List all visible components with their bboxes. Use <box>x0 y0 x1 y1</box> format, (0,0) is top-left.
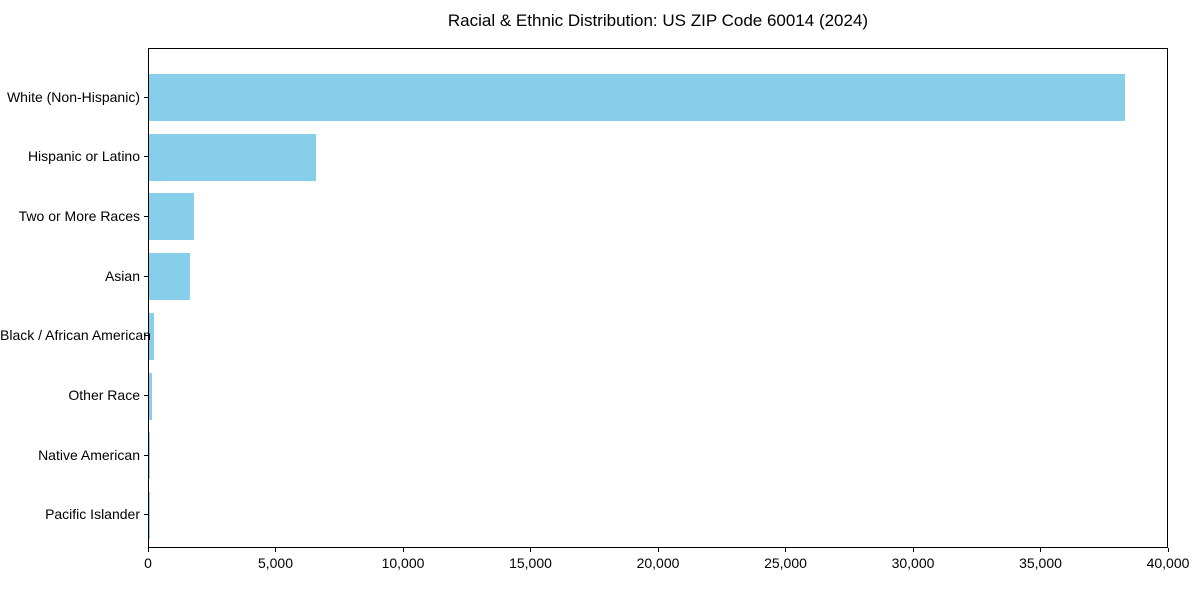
x-tick-label: 25,000 <box>764 555 807 571</box>
x-tick-mark <box>402 548 404 552</box>
y-tick-mark <box>144 514 148 516</box>
y-category-label: Black / African American <box>0 327 151 344</box>
x-tick-mark <box>1167 548 1169 552</box>
bar <box>149 253 191 301</box>
y-category-label: White (Non-Hispanic) <box>6 88 140 105</box>
x-tick-label: 40,000 <box>1146 555 1190 571</box>
bar <box>149 432 150 480</box>
x-tick-mark <box>912 548 914 552</box>
y-tick-mark <box>144 395 148 396</box>
bar <box>149 133 317 181</box>
x-tick-mark <box>530 548 531 552</box>
x-tick-mark <box>1040 548 1041 552</box>
x-tick-label: 15,000 <box>509 555 552 571</box>
y-category-label: Pacific Islander <box>45 506 140 523</box>
x-tick-mark <box>657 548 659 552</box>
bar <box>149 372 153 420</box>
y-category-label: Two or More Races <box>18 207 140 224</box>
x-tick-label: 20,000 <box>636 555 680 571</box>
x-tick-label: 10,000 <box>381 555 425 571</box>
y-tick-mark <box>144 335 148 337</box>
plot-area <box>148 48 1168 548</box>
x-tick-label: 30,000 <box>891 555 935 571</box>
y-category-label: Asian <box>104 267 140 284</box>
x-tick-label: 5,000 <box>257 555 294 571</box>
y-category-label: Hispanic or Latino <box>27 148 140 165</box>
bar <box>149 312 155 360</box>
bar <box>149 74 1126 121</box>
y-category-label: Native American <box>38 446 140 463</box>
y-tick-mark <box>144 215 148 217</box>
y-tick-mark <box>144 96 148 98</box>
bar <box>149 193 194 241</box>
x-tick-label: 35,000 <box>1019 555 1062 571</box>
x-tick-mark <box>275 548 276 552</box>
x-tick-label: 0 <box>144 555 152 571</box>
x-tick-mark <box>785 548 786 552</box>
chart-title: Racial & Ethnic Distribution: US ZIP Cod… <box>447 11 869 30</box>
y-tick-mark <box>144 454 148 456</box>
y-tick-mark <box>144 275 148 277</box>
x-tick-mark <box>147 548 149 552</box>
y-category-label: Other Race <box>68 387 140 403</box>
y-tick-mark <box>144 156 148 158</box>
